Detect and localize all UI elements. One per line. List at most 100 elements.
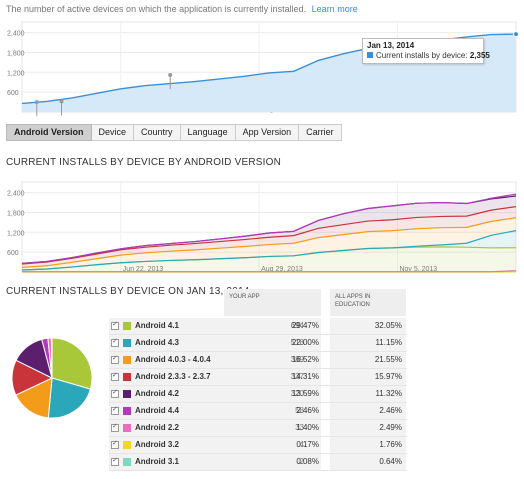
install-count: 33 xyxy=(295,423,304,432)
table-row: Android 2.2 331.40% 2.49% xyxy=(109,420,407,437)
row-band xyxy=(330,369,406,385)
category-percent: 1.76% xyxy=(379,440,402,449)
learn-more-link[interactable]: Learn more xyxy=(311,4,358,14)
install-count: 320 xyxy=(290,389,304,398)
tab-android-version[interactable]: Android Version xyxy=(6,124,92,141)
series-line xyxy=(21,217,517,268)
install-percent: 0.17% xyxy=(296,440,319,449)
y-tick-label: 2,400 xyxy=(7,31,25,38)
tooltip-value: 2,355 xyxy=(469,51,490,60)
row-band xyxy=(330,352,406,368)
version-name: Android 4.4 xyxy=(135,406,180,415)
series-color-icon xyxy=(123,339,131,347)
series-checkbox[interactable] xyxy=(111,456,119,466)
y-tick-label: 600 xyxy=(7,250,19,257)
series-area xyxy=(22,246,516,272)
install-percent: 13.59% xyxy=(291,389,319,398)
row-band xyxy=(109,386,321,402)
install-count: 4 xyxy=(299,440,304,449)
series-checkbox[interactable] xyxy=(111,388,119,398)
category-percent: 11.15% xyxy=(375,338,402,347)
category-percent: 32.05% xyxy=(374,321,402,330)
row-band xyxy=(330,386,406,402)
series-line xyxy=(22,270,517,273)
y-tick-label: 2,400 xyxy=(7,191,25,198)
install-percent: 22.00% xyxy=(291,338,319,347)
dimension-tabs: Android Version Device Country Language … xyxy=(6,124,342,141)
series-color-icon xyxy=(123,407,131,415)
tab-app-version[interactable]: App Version xyxy=(235,124,300,141)
category-percent: 0.64% xyxy=(379,457,402,466)
category-percent: 21.55% xyxy=(374,355,402,364)
install-percent: 14.31% xyxy=(291,372,319,381)
row-band xyxy=(109,454,321,470)
tab-language[interactable]: Language xyxy=(180,124,236,141)
version-name: Android 4.0.3 - 4.0.4 xyxy=(135,355,211,364)
tooltip-date: Jan 13, 2014 xyxy=(367,41,415,50)
version-name: Android 4.1 xyxy=(135,321,180,330)
tab-carrier[interactable]: Carrier xyxy=(299,124,342,141)
description-text: The number of active devices on which th… xyxy=(6,4,307,14)
x-tick-label: Nov 5, 2013 xyxy=(399,266,437,273)
annotation-pin xyxy=(34,100,39,105)
series-checkbox[interactable] xyxy=(111,371,119,381)
y-tick-label: 1,200 xyxy=(7,70,25,77)
category-percent: 11.32% xyxy=(375,389,402,398)
row-band xyxy=(109,335,321,351)
table-row: Android 3.1 20.08% 0.64% xyxy=(109,454,407,471)
series-area xyxy=(22,206,516,268)
x-tick-label: Aug 29, 2013 xyxy=(261,266,303,273)
pie-slice[interactable] xyxy=(51,337,93,390)
series-checkbox[interactable] xyxy=(111,422,119,432)
all-apps-header: ALL APPS IN EDUCATION xyxy=(330,289,406,316)
install-count: 389 xyxy=(290,355,304,364)
annotation-pin xyxy=(168,72,173,77)
tooltip-label: Current installs by device: xyxy=(376,51,468,60)
series-swatch-icon xyxy=(367,52,373,58)
version-share-pie-chart xyxy=(11,337,93,419)
row-band xyxy=(330,437,406,453)
series-checkbox[interactable] xyxy=(111,320,119,330)
category-percent: 2.46% xyxy=(379,406,402,415)
pie-slice[interactable] xyxy=(47,377,92,419)
series-line xyxy=(21,206,517,265)
row-band xyxy=(330,420,406,436)
install-percent: 1.40% xyxy=(296,423,319,432)
tab-device[interactable]: Device xyxy=(91,124,135,141)
row-band xyxy=(109,437,321,453)
row-band xyxy=(109,352,321,368)
y-tick-label: 1,800 xyxy=(7,50,25,57)
row-band xyxy=(330,454,406,470)
highlight-point xyxy=(513,31,519,38)
category-percent: 15.97% xyxy=(374,372,402,381)
series-color-icon xyxy=(123,424,131,432)
row-band xyxy=(109,369,321,385)
series-checkbox[interactable] xyxy=(111,354,119,364)
version-name: Android 3.2 xyxy=(135,440,180,449)
install-percent: 29.47% xyxy=(291,321,319,330)
row-band xyxy=(109,420,321,436)
series-color-icon xyxy=(123,322,131,330)
row-band xyxy=(330,318,406,334)
version-name: Android 2.3.3 - 2.3.7 xyxy=(135,372,211,381)
annotation-pin xyxy=(59,99,64,104)
your-app-header: YOUR APP xyxy=(224,289,321,316)
series-checkbox[interactable] xyxy=(111,337,119,347)
series-color-icon xyxy=(123,458,131,466)
series-checkbox[interactable] xyxy=(111,405,119,415)
install-count: 694 xyxy=(290,321,304,330)
install-count: 2 xyxy=(299,457,304,466)
install-percent: 0.08% xyxy=(296,457,319,466)
install-count: 58 xyxy=(295,406,304,415)
version-name: Android 3.1 xyxy=(135,457,180,466)
series-checkbox[interactable] xyxy=(111,439,119,449)
row-band xyxy=(109,403,321,419)
row-band xyxy=(109,318,321,334)
chart-description: The number of active devices on which th… xyxy=(6,4,358,14)
by-version-title: CURRENT INSTALLS BY DEVICE BY ANDROID VE… xyxy=(6,157,281,168)
tab-country[interactable]: Country xyxy=(134,124,181,141)
